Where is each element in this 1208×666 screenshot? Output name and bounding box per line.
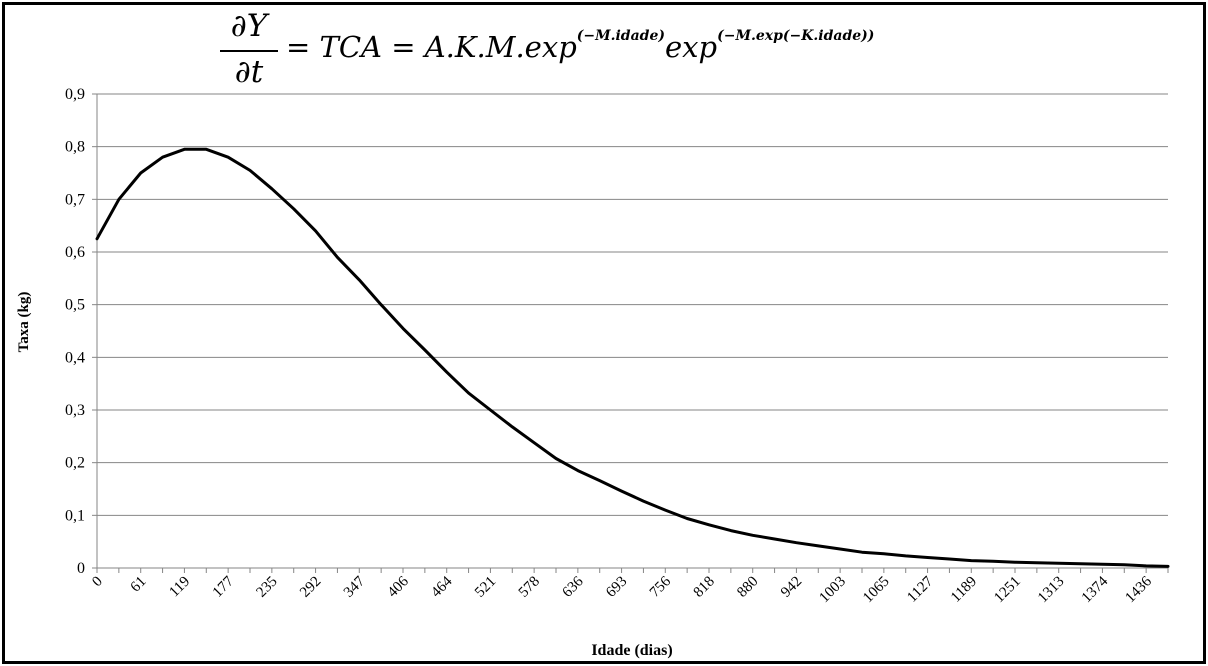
x-tick-label: 818: [691, 574, 718, 601]
axes: [96, 94, 1169, 573]
y-tick-label: 0,3: [65, 402, 85, 419]
x-tick-label: 1189: [948, 574, 980, 606]
x-tick-labels: 0 61 119 177 235 292 347 406 464 521 578 636 693 756 8…: [89, 573, 1155, 606]
x-tick-label: 235: [253, 574, 280, 601]
y-tick-label: 0,6: [65, 244, 85, 261]
gridlines: [92, 93, 1168, 569]
y-tick-label: 0: [77, 560, 85, 577]
x-tick-label: 406: [385, 573, 413, 601]
x-tick-label: 0: [89, 574, 106, 591]
x-tick-label: 521: [472, 574, 499, 601]
x-tick-label: 464: [428, 573, 456, 601]
x-tick-label: 1003: [816, 574, 849, 607]
x-tick-label: 1251: [991, 574, 1024, 607]
y-axis-label: Taxa (kg): [16, 292, 32, 353]
x-tick-label: 61: [128, 574, 150, 596]
y-tick-label: 0,2: [65, 455, 85, 472]
x-tick-label: 1436: [1122, 573, 1155, 606]
formula-rhs: = TCA = A.K.M.exp(−M.idade)exp(−M.exp(−K…: [286, 28, 875, 64]
x-tick-label: 1127: [904, 573, 936, 605]
y-tick-label: 0,9: [65, 86, 85, 103]
x-tick-label: 880: [734, 574, 761, 601]
x-tick-label: 1313: [1035, 574, 1068, 607]
formula-exponent-2: (−M.exp(−K.idade)): [717, 28, 875, 45]
x-tick-label: 292: [297, 574, 324, 601]
x-tick-label: 693: [603, 574, 630, 601]
x-axis-label: Idade (dias): [591, 642, 672, 659]
x-tick-label: 942: [778, 574, 805, 601]
y-tick-labels: 0 0,1 0,2 0,3 0,4 0,5 0,6 0,7 0,8 0,9: [65, 86, 85, 577]
y-tick-label: 0,4: [65, 349, 85, 366]
y-tick-label: 0,5: [65, 297, 85, 314]
x-tick-label: 756: [647, 573, 675, 601]
x-tick-label: 177: [210, 573, 238, 601]
formula-rhs-main: = TCA = A.K.M.exp: [286, 30, 577, 64]
y-tick-label: 0,1: [65, 507, 85, 524]
formula-denominator: ∂t: [234, 54, 264, 90]
y-tick-label: 0,7: [65, 191, 85, 208]
x-tick-label: 119: [166, 574, 193, 601]
series-line: [95, 147, 1170, 568]
formula-exponent-1: (−M.idade): [576, 28, 665, 45]
x-tick-label: 1065: [860, 574, 893, 607]
x-tick-label: 636: [559, 573, 587, 601]
formula-numerator: ∂Y: [230, 8, 268, 44]
x-tick-label: 347: [341, 573, 369, 601]
series-group: [95, 147, 1170, 568]
x-tick-label: 578: [516, 574, 543, 601]
y-tick-label: 0,8: [65, 139, 85, 156]
formula-rhs-second: exp: [665, 30, 718, 64]
x-tick-label: 1374: [1079, 573, 1112, 606]
formula-fraction-bar: [220, 50, 278, 52]
